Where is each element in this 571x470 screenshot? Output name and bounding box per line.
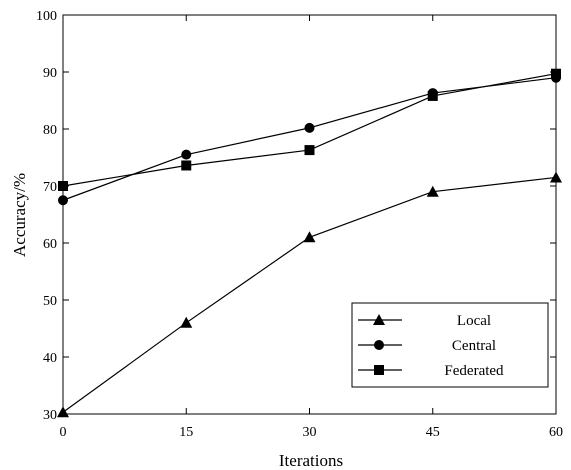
- axes: 0 15 30 45 60 30 40 50 60 70 80 90 100: [36, 9, 563, 440]
- point-federated: [181, 160, 192, 171]
- legend-item-federated: Federated: [358, 363, 504, 379]
- legend-label-federated: Federated: [444, 363, 504, 379]
- legend-marker-central: [374, 340, 384, 350]
- y-tick-label: 80: [43, 123, 57, 138]
- point-central: [181, 149, 192, 160]
- point-central: [304, 122, 315, 133]
- x-tick-label: 45: [426, 425, 440, 440]
- y-tick-label: 50: [43, 294, 57, 309]
- point-federated: [304, 145, 315, 156]
- y-tick-label: 90: [43, 66, 57, 81]
- x-axis-title: Iterations: [279, 451, 343, 470]
- y-tick-label: 100: [36, 9, 57, 24]
- legend-marker-federated: [374, 365, 384, 375]
- x-tick-label: 30: [303, 425, 317, 440]
- legend-label-local: Local: [457, 313, 491, 329]
- legend: Local Central Federated: [351, 302, 549, 388]
- point-local: [426, 185, 439, 197]
- y-tick-label: 30: [43, 408, 57, 423]
- legend-label-central: Central: [452, 338, 496, 354]
- point-local: [303, 231, 316, 243]
- x-tick-label: 60: [549, 425, 563, 440]
- y-tick-label: 70: [43, 180, 57, 195]
- point-federated: [427, 90, 438, 101]
- legend-marker-local: [373, 314, 385, 325]
- legend-item-local: Local: [358, 313, 491, 329]
- x-tick-label: 0: [60, 425, 67, 440]
- x-tick-label: 15: [179, 425, 193, 440]
- point-local: [180, 316, 193, 328]
- legend-item-central: Central: [358, 338, 496, 354]
- y-axis-title: Accuracy/%: [10, 173, 29, 257]
- y-tick-label: 60: [43, 237, 57, 252]
- series-line-central: [62, 77, 557, 201]
- y-tick-label: 40: [43, 351, 57, 366]
